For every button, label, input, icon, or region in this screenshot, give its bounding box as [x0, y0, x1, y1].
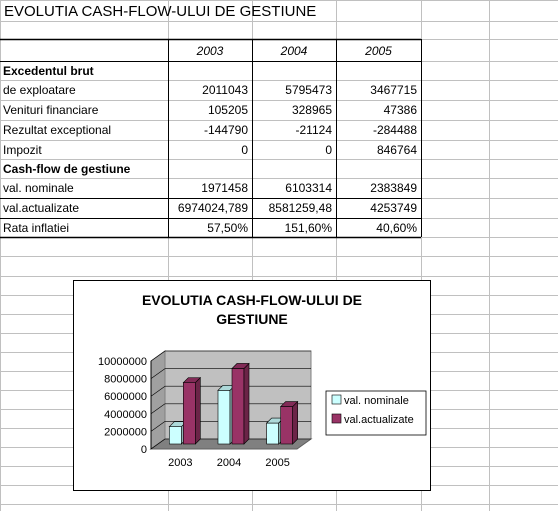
column-header-2003[interactable]: 2003	[196, 44, 224, 58]
chart-area[interactable]: EVOLUTIA CASH-FLOW-ULUI DE GESTIUNE 0 20000…	[73, 280, 431, 491]
table-cell[interactable]: 0	[325, 143, 332, 157]
table-cell[interactable]: 8581259,48	[268, 201, 332, 215]
grid-diag-line	[150, 403, 166, 415]
legend-swatch	[331, 413, 342, 424]
table-cell[interactable]: -21124	[295, 123, 332, 137]
bar-valactualizate-2003[interactable]	[183, 382, 196, 445]
chart-side-wall	[150, 350, 166, 450]
table-cell[interactable]: 57,50%	[207, 221, 248, 235]
bar-valactualizate-2005[interactable]	[280, 406, 293, 445]
table-cell[interactable]	[252, 62, 332, 80]
y-tick-label: 10000000	[98, 356, 147, 368]
chart-title-line: EVOLUTIA CASH-FLOW-ULUI DE	[142, 292, 362, 308]
table-cell[interactable]	[168, 160, 248, 178]
bar-top	[231, 363, 250, 369]
column-header-2004[interactable]: 2004	[280, 44, 308, 58]
row-label[interactable]: Cash-flow de gestiune	[3, 162, 131, 176]
bar-valnominale-2004[interactable]	[217, 389, 231, 445]
table-cell[interactable]: 40,60%	[376, 221, 417, 235]
table-cell[interactable]: 846764	[376, 143, 417, 157]
row-label[interactable]: de exploatare	[3, 83, 76, 97]
table-cell[interactable]: 1971458	[201, 181, 248, 195]
chart-title-line: GESTIUNE	[216, 311, 288, 327]
y-tick-label: 4000000	[104, 409, 147, 421]
table-cell[interactable]: 3467715	[370, 83, 417, 97]
bar-valnominale-2003[interactable]	[169, 426, 182, 445]
chart-svg: EVOLUTIA CASH-FLOW-ULUI DE GESTIUNE 0 20000…	[98, 292, 427, 469]
legend-swatch	[331, 394, 342, 405]
row-label[interactable]: Excedentul brut	[3, 64, 94, 78]
table-cell[interactable]: 5795473	[285, 83, 332, 97]
grid-diag-line	[150, 421, 166, 432]
table-cell[interactable]: 47386	[383, 103, 417, 117]
x-tick-label: 2003	[168, 457, 192, 469]
table-cell[interactable]: 6974024,789	[177, 201, 248, 215]
y-tick-label: 2000000	[104, 426, 147, 438]
bar-side	[292, 400, 298, 445]
bar-valactualizate-2004[interactable]	[231, 368, 245, 445]
grid-diag-line	[150, 368, 166, 379]
table-cell[interactable]: -284488	[372, 123, 417, 137]
x-tick-label: 2005	[265, 457, 289, 469]
table-cell[interactable]: 151,60%	[284, 221, 332, 235]
bar-valnominale-2005[interactable]	[266, 422, 279, 445]
bar-top	[279, 401, 299, 407]
row-label[interactable]: val.actualizate	[3, 201, 80, 215]
table-cell[interactable]: 328965	[291, 103, 332, 117]
table-cell[interactable]: 0	[241, 143, 248, 157]
y-tick-label: 8000000	[104, 374, 147, 386]
y-tick-label: 6000000	[104, 391, 147, 403]
row-label[interactable]: val. nominale	[3, 181, 74, 195]
row-label[interactable]: Rata inflatiei	[3, 221, 70, 235]
x-tick-label: 2004	[217, 457, 241, 469]
legend-label: val.actualizate	[344, 414, 414, 426]
column-header-2005[interactable]: 2005	[365, 44, 392, 58]
grid-diag-line	[150, 350, 166, 362]
table-cell[interactable]: 105205	[207, 103, 248, 117]
row-label[interactable]: Impozit	[3, 143, 42, 157]
table-cell[interactable]: -144790	[203, 123, 248, 137]
legend-label: val. nominale	[344, 395, 409, 407]
grid-diag-line	[150, 438, 166, 450]
table-cell[interactable]	[168, 62, 248, 80]
bar-top	[182, 377, 202, 383]
table-cell[interactable]	[252, 160, 332, 178]
row-label[interactable]: Venituri financiare	[3, 103, 99, 117]
bar-side	[195, 376, 201, 445]
bar-side	[243, 362, 250, 445]
table-cell[interactable]	[336, 62, 417, 80]
chart-legend[interactable]: val. nominale val.actualizate	[325, 390, 427, 436]
legend-box	[325, 390, 427, 436]
table-cell[interactable]: 6103314	[285, 181, 332, 195]
table-cell[interactable]	[336, 160, 417, 178]
table-cell[interactable]: 4253749	[370, 201, 417, 215]
table-cell[interactable]: 2011043	[202, 83, 248, 97]
row-label[interactable]: Rezultat exceptional	[3, 123, 112, 137]
grid-diag-line	[150, 385, 166, 397]
sheet-title[interactable]: EVOLUTIA CASH-FLOW-ULUI DE GESTIUNE	[4, 3, 317, 20]
table-cell[interactable]: 2383849	[370, 181, 417, 195]
y-tick-label: 0	[141, 444, 147, 456]
